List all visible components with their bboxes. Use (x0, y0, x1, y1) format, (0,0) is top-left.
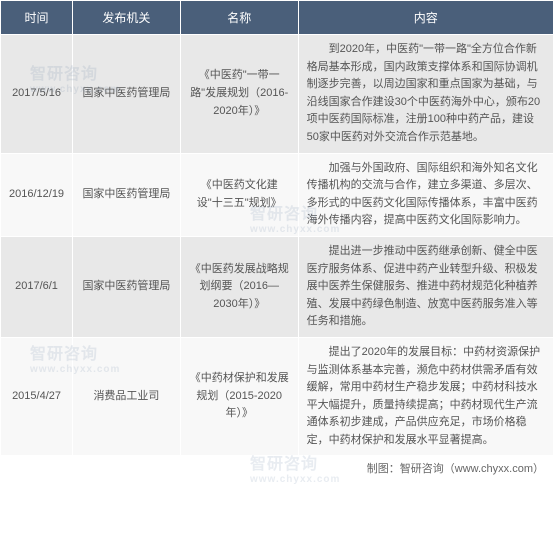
cell-name: 《中医药发展战略规划纲要（2016—2030年）》 (180, 236, 298, 337)
cell-agency: 国家中医药管理局 (73, 153, 181, 236)
cell-agency: 国家中医药管理局 (73, 236, 181, 337)
cell-content: 提出了2020年的发展目标：中药材资源保护与监测体系基本完善，濒危中药材供需矛盾… (298, 337, 553, 456)
policy-table: 时间 发布机关 名称 内容 2017/5/16 国家中医药管理局 《中医药"一带… (0, 0, 554, 456)
cell-agency: 消费品工业司 (73, 337, 181, 456)
cell-content: 加强与外国政府、国际组织和海外知名文化传播机构的交流与合作，建立多渠道、多层次、… (298, 153, 553, 236)
header-agency: 发布机关 (73, 1, 181, 35)
cell-time: 2017/5/16 (1, 35, 73, 154)
cell-name: 《中医药文化建设"十三五"规划》 (180, 153, 298, 236)
footer-credit: 制图：智研咨询（www.chyxx.com） (0, 456, 554, 478)
table-row: 2016/12/19 国家中医药管理局 《中医药文化建设"十三五"规划》 加强与… (1, 153, 554, 236)
cell-time: 2017/6/1 (1, 236, 73, 337)
header-time: 时间 (1, 1, 73, 35)
cell-time: 2016/12/19 (1, 153, 73, 236)
cell-agency: 国家中医药管理局 (73, 35, 181, 154)
table-row: 2017/6/1 国家中医药管理局 《中医药发展战略规划纲要（2016—2030… (1, 236, 554, 337)
cell-name: 《中医药"一带一路"发展规划（2016-2020年）》 (180, 35, 298, 154)
table-row: 2017/5/16 国家中医药管理局 《中医药"一带一路"发展规划（2016-2… (1, 35, 554, 154)
table-row: 2015/4/27 消费品工业司 《中药材保护和发展规划（2015-2020年）… (1, 337, 554, 456)
cell-content: 到2020年，中医药"一带一路"全方位合作新格局基本形成，国内政策支撑体系和国际… (298, 35, 553, 154)
header-name: 名称 (180, 1, 298, 35)
header-content: 内容 (298, 1, 553, 35)
cell-content: 提出进一步推动中医药继承创新、健全中医医疗服务体系、促进中药产业转型升级、积极发… (298, 236, 553, 337)
table-header-row: 时间 发布机关 名称 内容 (1, 1, 554, 35)
cell-name: 《中药材保护和发展规划（2015-2020年）》 (180, 337, 298, 456)
cell-time: 2015/4/27 (1, 337, 73, 456)
